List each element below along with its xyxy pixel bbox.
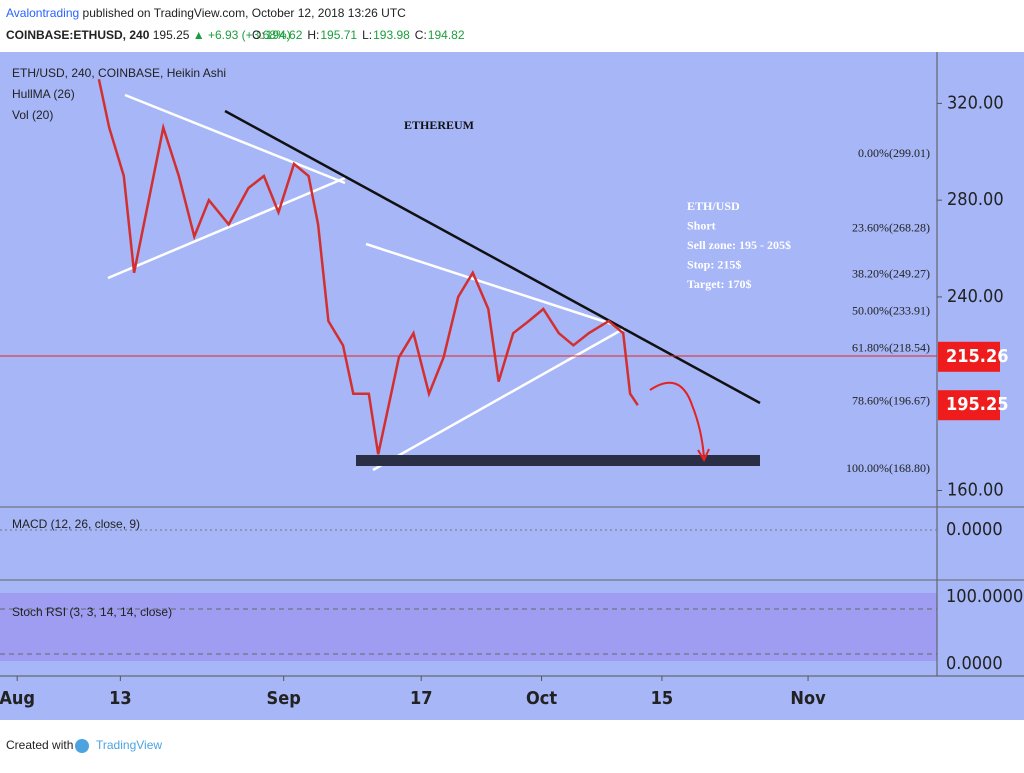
trendline [107, 176, 346, 280]
fib-label: 23.60%(268.28) [852, 220, 930, 234]
stoch-tick: 0.0000 [946, 653, 1003, 674]
x-tick-label: Nov [790, 688, 826, 709]
change: ▲ +6.93 (+3.68%) [193, 28, 291, 42]
published: published on TradingView.com, October 12… [83, 6, 407, 20]
resistance-line [224, 109, 761, 405]
quote-label: C: [415, 28, 427, 42]
legend-text: Vol (20) [12, 108, 53, 122]
symbol-line: COINBASE:ETHUSD, 240 195.25 ▲ +6.93 (+3.… [6, 28, 291, 42]
quote-label: H: [307, 28, 319, 42]
note-line: Target: 170$ [687, 277, 752, 291]
x-tick-label: 13 [109, 688, 132, 709]
x-tick-label: 15 [651, 688, 674, 709]
y-tick-label: 280.00 [947, 189, 1004, 210]
symbol: COINBASE:ETHUSD, 240 [6, 28, 150, 42]
stoch-tick: 100.0000 [946, 586, 1023, 607]
y-tick-label: 160.00 [947, 479, 1004, 500]
price-line [97, 78, 639, 455]
note-line: Stop: 215$ [687, 257, 741, 271]
quote: O: 194.62 H: 195.71 L: 193.98 C: 194.82 [252, 28, 465, 42]
target-zone [356, 455, 760, 466]
y-tick-label: 240.00 [947, 286, 1004, 307]
stoch-band [0, 593, 937, 661]
fib-label: 78.60%(196.67) [852, 394, 930, 408]
author: Avalontrading [6, 6, 79, 20]
stoch-label: Stoch RSI (3, 3, 14, 14, close) [12, 605, 172, 619]
note-line: Short [687, 218, 716, 232]
trendline [372, 326, 626, 472]
publish-line: Avalontrading published on TradingView.c… [6, 6, 406, 20]
fib-label: 100.00%(168.80) [846, 461, 930, 475]
arrow-head [697, 448, 710, 463]
fib-label: 50.00%(233.91) [852, 303, 930, 317]
y-tick-label: 320.00 [947, 92, 1004, 113]
fib-label: 38.20%(249.27) [852, 266, 930, 280]
fib-label: 0.00%(299.01) [858, 146, 930, 160]
x-tick-label: Aug [0, 688, 35, 709]
quote-value: 194.62 [266, 28, 303, 42]
quote-label: O: [252, 28, 265, 42]
fib-label: 61.80%(218.54) [852, 341, 930, 355]
price-label: 195.25 [946, 394, 1009, 415]
note-line: Sell zone: 195 - 205$ [687, 238, 791, 252]
quote-value: 193.98 [373, 28, 410, 42]
price-label-box [938, 390, 1000, 421]
price-label-box [938, 341, 1000, 372]
legend-text: HullMA (26) [12, 87, 75, 101]
x-tick-label: Oct [526, 688, 557, 709]
trendline [365, 242, 616, 327]
quote-value: 195.71 [320, 28, 357, 42]
chart-title: ETHEREUM [404, 118, 474, 132]
logo [75, 739, 89, 753]
footer-bg [0, 720, 1024, 768]
footer-created: Created with [6, 738, 73, 752]
quote-label: L: [362, 28, 372, 42]
last: 195.25 [153, 28, 190, 42]
footer-brand[interactable]: TradingView [96, 738, 162, 752]
note-line: ETH/USD [687, 199, 740, 213]
macd-tick: 0.0000 [946, 519, 1003, 540]
price-label: 215.26 [946, 346, 1009, 367]
quote-value: 194.82 [428, 28, 465, 42]
forecast-arrow [649, 381, 705, 459]
x-tick-label: 17 [410, 688, 433, 709]
trendline [124, 93, 346, 185]
x-tick-label: Sep [267, 688, 301, 709]
macd-label: MACD (12, 26, close, 9) [12, 517, 140, 531]
legend-text: ETH/USD, 240, COINBASE, Heikin Ashi [12, 66, 226, 80]
